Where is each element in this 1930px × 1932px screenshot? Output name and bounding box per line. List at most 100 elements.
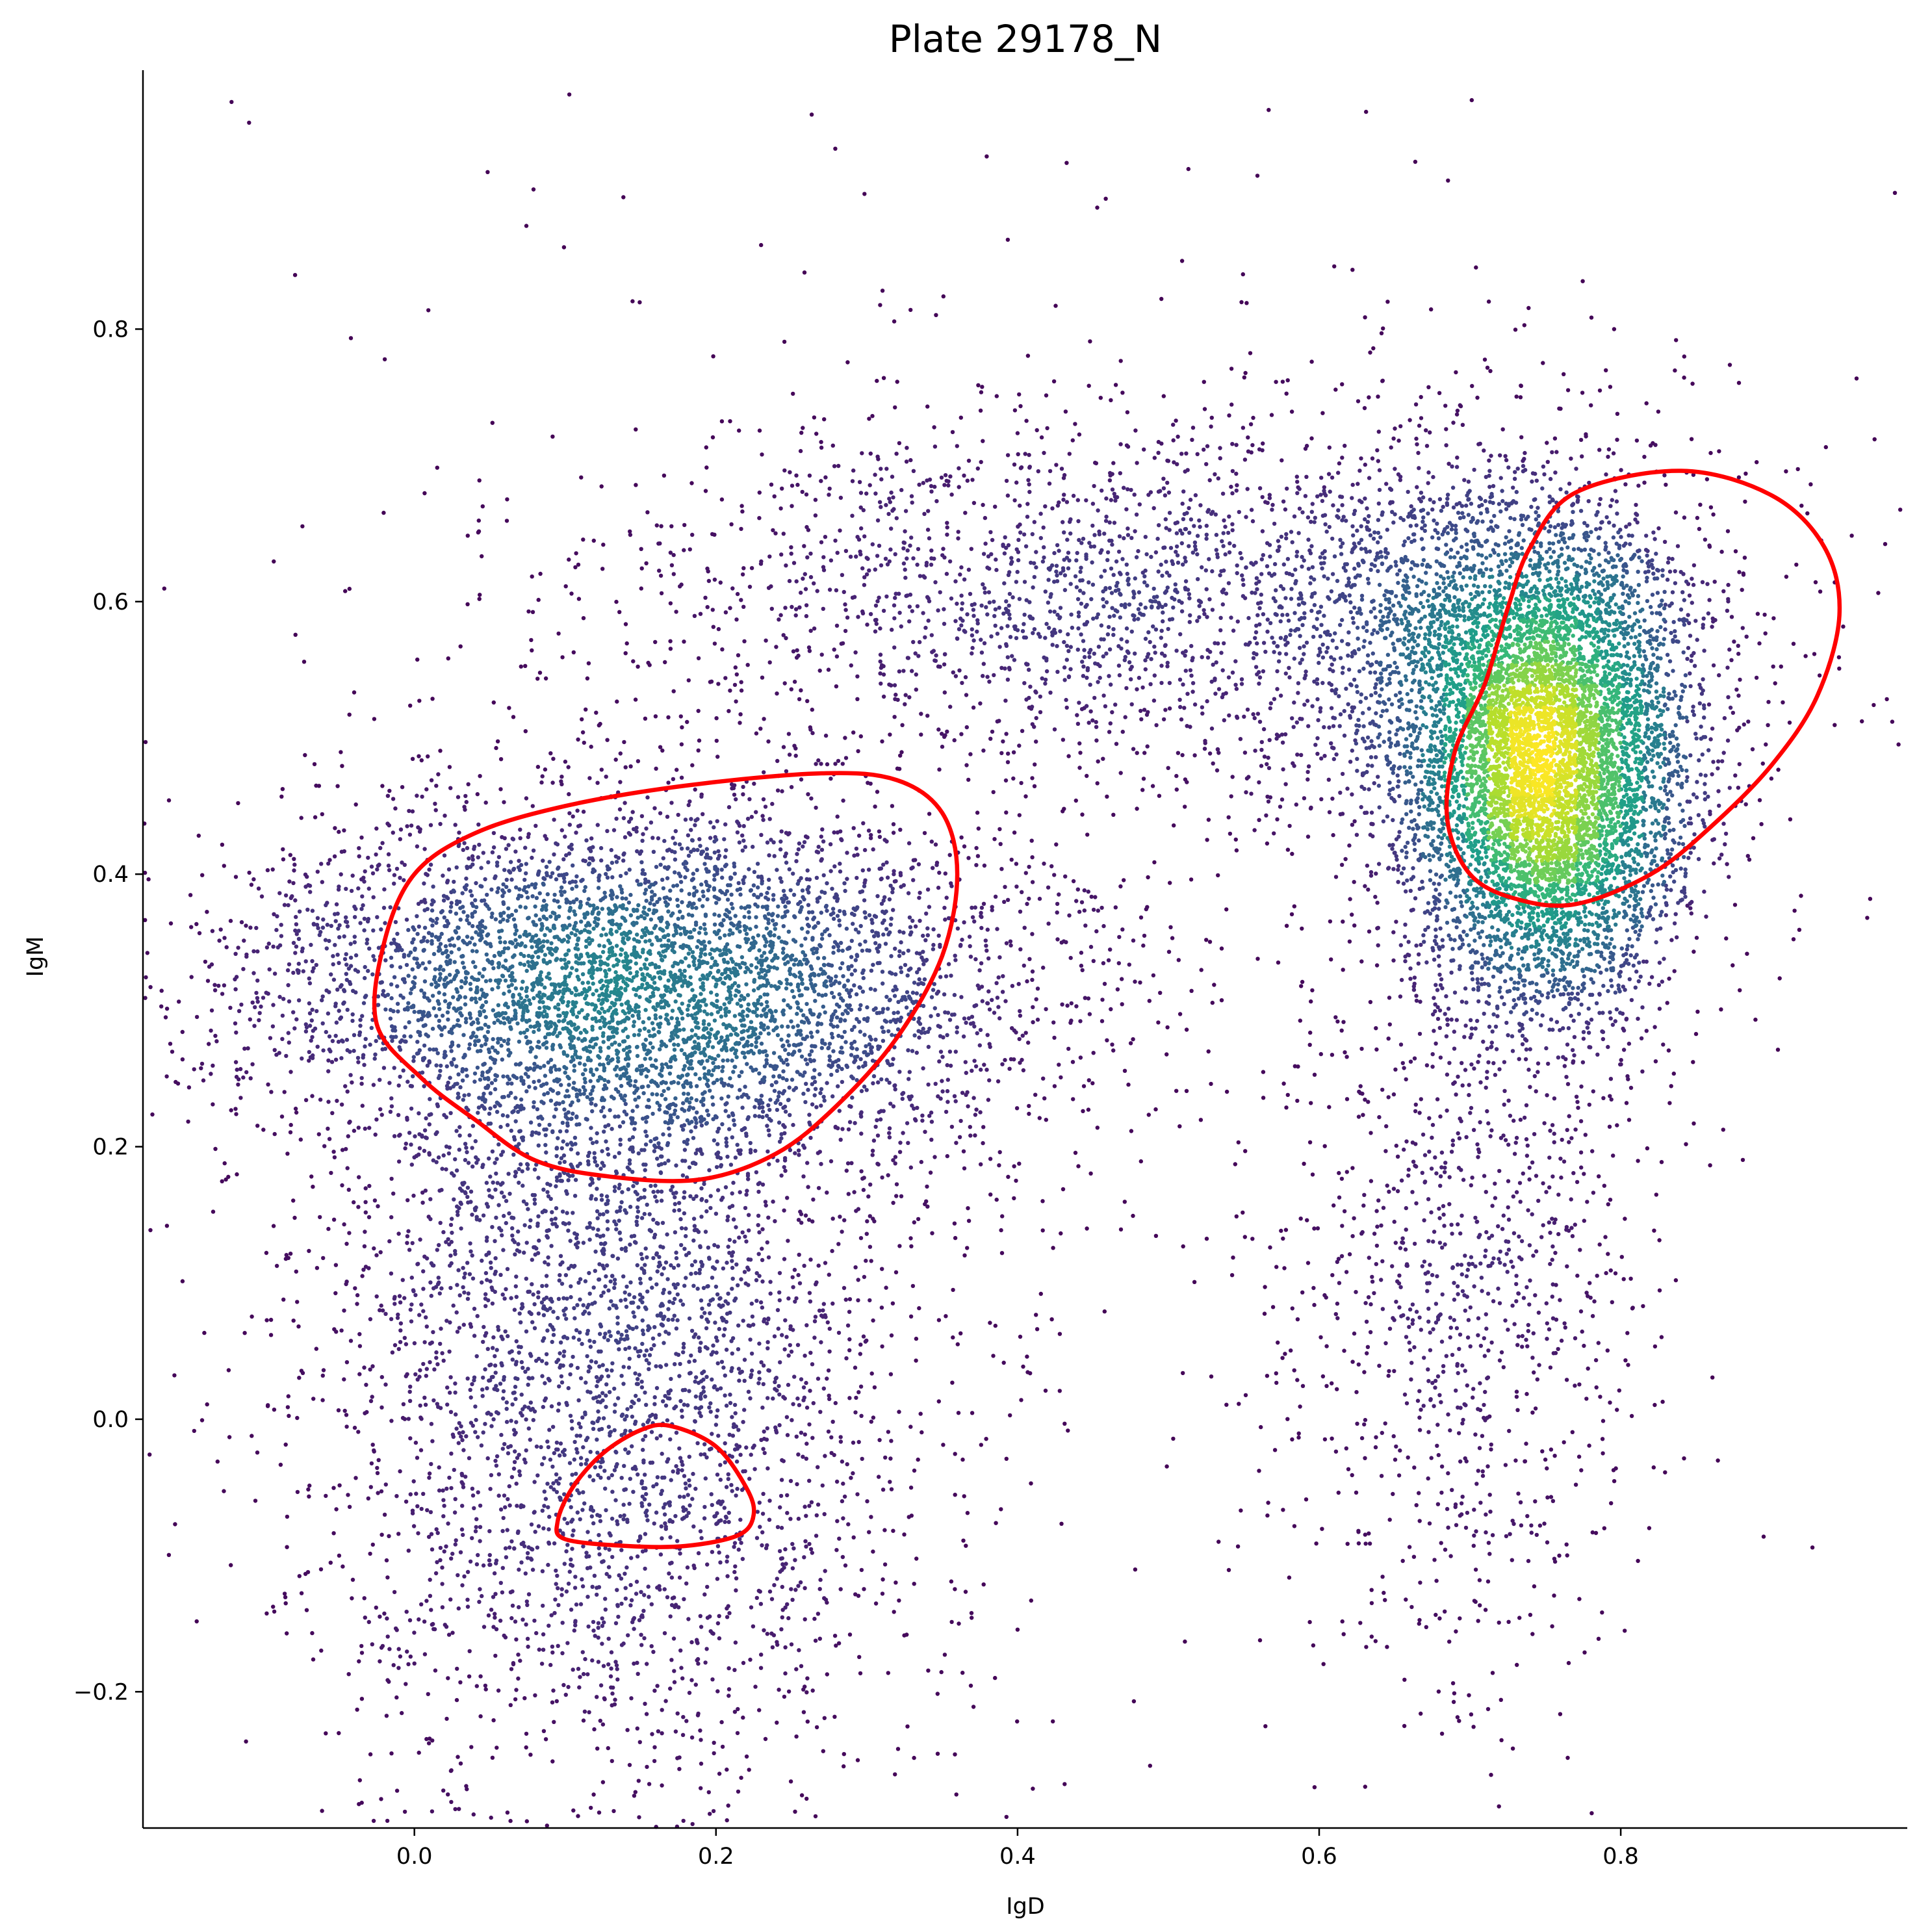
data-point: [1598, 1395, 1602, 1398]
data-point: [1412, 1345, 1416, 1349]
data-point: [839, 1439, 843, 1443]
data-point: [1191, 426, 1195, 430]
data-point: [699, 1614, 702, 1618]
data-point: [794, 1667, 798, 1671]
data-point: [342, 829, 346, 832]
data-point: [1408, 977, 1412, 981]
data-point: [991, 1354, 995, 1358]
data-point: [1622, 1029, 1626, 1033]
data-point: [374, 1606, 378, 1610]
data-point: [1734, 549, 1738, 553]
data-point: [234, 1112, 238, 1116]
data-point: [1003, 1058, 1007, 1062]
data-point: [375, 1466, 379, 1470]
data-point: [1447, 1202, 1451, 1206]
data-point: [1304, 1497, 1308, 1501]
data-point: [1431, 1239, 1435, 1243]
data-point: [560, 1587, 564, 1591]
data-point: [882, 673, 886, 676]
data-point: [1367, 1256, 1371, 1259]
data-point: [1165, 481, 1169, 485]
data-point: [1075, 713, 1079, 717]
data-point: [1711, 760, 1715, 764]
data-point: [1255, 174, 1259, 177]
data-point: [1274, 1381, 1278, 1385]
data-point: [974, 863, 978, 867]
data-point: [148, 985, 152, 989]
data-point: [1362, 1193, 1366, 1197]
data-point: [1171, 1437, 1175, 1441]
data-point: [1872, 703, 1875, 707]
data-point: [387, 823, 391, 827]
data-point: [1085, 832, 1089, 836]
data-point: [251, 1001, 255, 1005]
data-point: [739, 598, 743, 602]
data-point: [699, 1786, 702, 1790]
data-point: [877, 1438, 881, 1442]
data-point: [165, 1224, 169, 1228]
data-point: [1080, 812, 1084, 816]
data-point: [805, 556, 809, 560]
data-point: [422, 847, 426, 851]
data-point: [334, 1263, 338, 1267]
data-point: [663, 1631, 667, 1635]
data-point: [412, 1630, 416, 1634]
data-point: [407, 1417, 411, 1421]
data-point: [1044, 393, 1048, 397]
data-point: [864, 1339, 868, 1343]
data-point: [1737, 570, 1741, 574]
data-point: [852, 826, 856, 830]
data-point: [207, 964, 211, 968]
data-point: [253, 1499, 257, 1502]
data-point: [1018, 1061, 1022, 1064]
data-point: [434, 1350, 438, 1354]
data-point: [1338, 791, 1342, 795]
data-point: [251, 971, 255, 975]
data-point: [1419, 1712, 1422, 1716]
data-point: [411, 757, 415, 761]
data-point: [849, 663, 853, 667]
data-point: [1692, 949, 1695, 953]
data-point: [1713, 618, 1717, 622]
data-point: [999, 751, 1003, 755]
data-point: [1139, 709, 1142, 713]
data-point: [756, 1214, 760, 1218]
data-point: [814, 498, 817, 502]
data-point: [1738, 988, 1742, 992]
data-point: [1484, 1512, 1487, 1516]
data-point: [368, 1552, 372, 1556]
data-point: [749, 1605, 753, 1609]
data-point: [409, 1319, 413, 1323]
data-point: [1421, 1133, 1425, 1137]
data-point: [782, 1257, 786, 1261]
data-point: [820, 652, 824, 656]
data-point: [1636, 1017, 1640, 1021]
data-point: [1483, 357, 1487, 361]
data-point: [441, 1514, 445, 1518]
data-point: [1024, 697, 1028, 701]
data-point: [402, 878, 405, 882]
data-point: [747, 1476, 751, 1480]
data-point: [1656, 526, 1660, 530]
data-point: [1330, 1382, 1333, 1385]
data-point: [1545, 1321, 1549, 1325]
data-point: [859, 526, 863, 530]
data-point: [356, 1205, 360, 1209]
data-point: [994, 1324, 997, 1328]
data-point: [1356, 1530, 1360, 1534]
data-point: [404, 1374, 408, 1378]
data-point: [509, 1590, 513, 1594]
data-point: [1663, 1471, 1667, 1475]
data-point: [459, 1762, 463, 1766]
data-point: [1546, 460, 1550, 464]
data-point: [699, 1738, 702, 1742]
data-point: [859, 1236, 863, 1240]
data-point: [783, 1159, 787, 1163]
data-point: [1419, 416, 1423, 420]
data-point: [682, 1819, 686, 1823]
data-point: [1001, 990, 1005, 994]
data-point: [1079, 951, 1083, 955]
data-point: [1485, 1376, 1489, 1380]
data-point: [1653, 443, 1657, 447]
data-point: [1118, 471, 1122, 475]
